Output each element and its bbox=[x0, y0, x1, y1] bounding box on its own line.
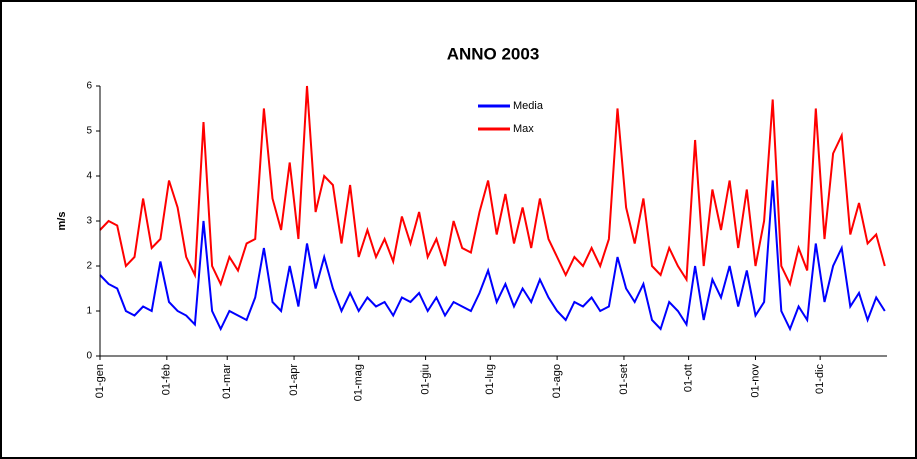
y-tick-label: 1 bbox=[86, 306, 92, 317]
x-tick-label: 01-ott bbox=[683, 364, 695, 392]
y-tick-label: 3 bbox=[86, 216, 92, 227]
chart-title: ANNO 2003 bbox=[447, 44, 540, 63]
x-tick-label: 01-mag bbox=[353, 364, 365, 401]
x-tick-label: 01-apr bbox=[288, 364, 300, 396]
y-tick-label: 0 bbox=[86, 351, 92, 362]
y-tick-label: 2 bbox=[86, 261, 92, 272]
x-tick-label: 01-set bbox=[618, 364, 630, 395]
y-tick-label: 4 bbox=[86, 171, 92, 182]
line-series bbox=[99, 180, 886, 332]
legend-label: Media bbox=[513, 100, 544, 112]
x-tick-label: 01-dic bbox=[814, 364, 826, 394]
x-tick-label: 01-gen bbox=[94, 364, 106, 398]
x-tick-label: 01-giu bbox=[419, 364, 431, 395]
y-axis-label: m/s bbox=[56, 212, 68, 231]
x-tick-label: 01-ago bbox=[551, 364, 563, 398]
x-tick-label: 01-nov bbox=[749, 364, 761, 398]
line-series bbox=[99, 85, 886, 287]
x-tick-label: 01-lug bbox=[484, 364, 496, 395]
x-tick-label: 01-feb bbox=[161, 364, 173, 395]
y-tick-label: 6 bbox=[86, 81, 92, 92]
x-tick-label: 01-mar bbox=[221, 364, 233, 399]
legend-label: Max bbox=[513, 123, 534, 135]
y-tick-label: 5 bbox=[86, 126, 92, 137]
